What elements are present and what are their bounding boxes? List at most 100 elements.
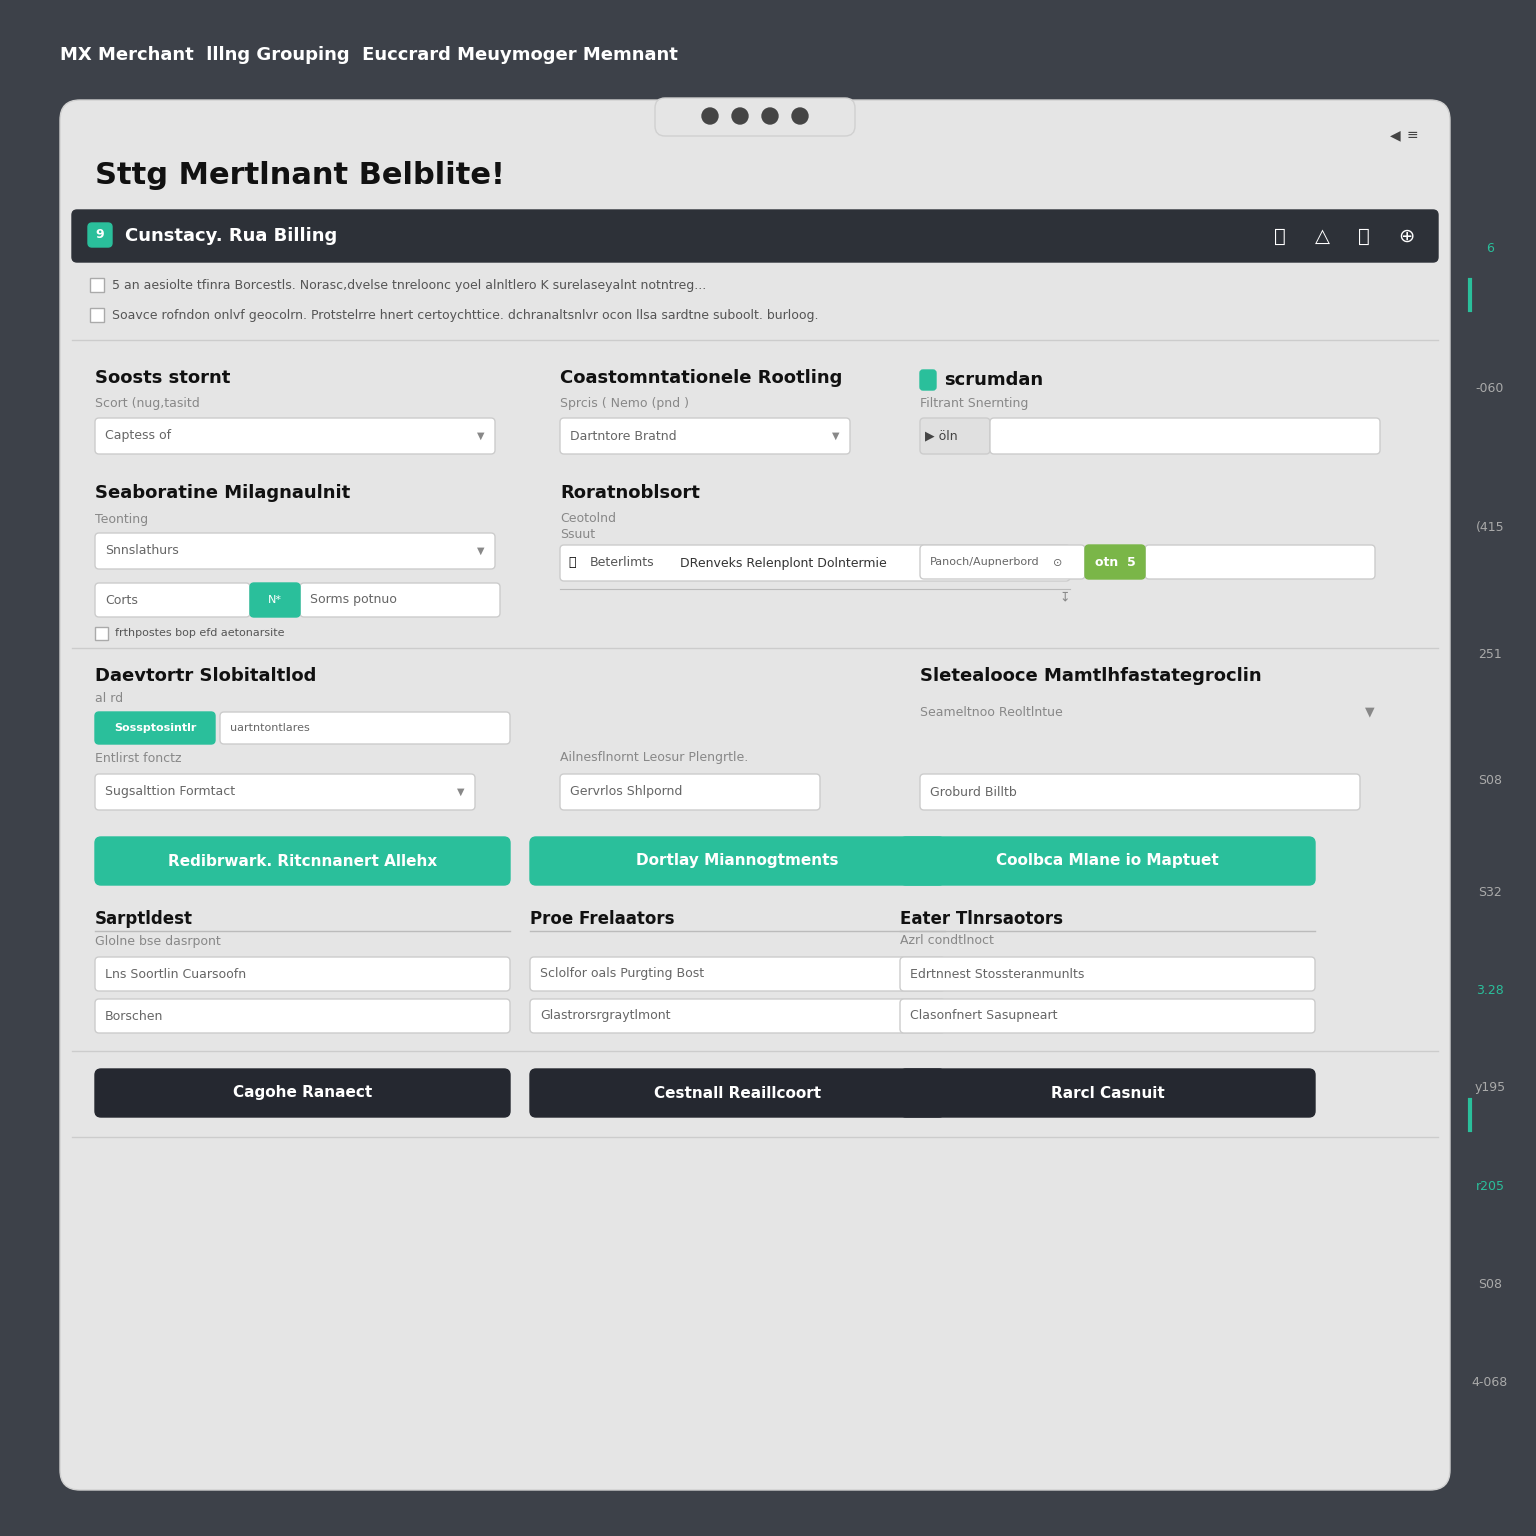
Text: ◀: ◀ xyxy=(1390,127,1401,141)
Text: Clasonfnert Sasupneart: Clasonfnert Sasupneart xyxy=(909,1009,1057,1023)
Text: Sttg Mertlnant Belblite!: Sttg Mertlnant Belblite! xyxy=(95,160,505,189)
Text: ⊕: ⊕ xyxy=(1398,226,1415,246)
FancyBboxPatch shape xyxy=(530,1069,945,1117)
FancyBboxPatch shape xyxy=(220,713,510,743)
Text: Redibrwark. Ritcnnanert Allehx: Redibrwark. Ritcnnanert Allehx xyxy=(167,854,438,868)
FancyBboxPatch shape xyxy=(95,713,215,743)
Text: Snnslathurs: Snnslathurs xyxy=(104,544,178,558)
FancyBboxPatch shape xyxy=(920,545,1084,579)
Text: Ssuut: Ssuut xyxy=(561,528,594,542)
Bar xyxy=(91,309,104,323)
Text: 251: 251 xyxy=(1478,648,1502,660)
Circle shape xyxy=(793,108,808,124)
Text: ▼: ▼ xyxy=(833,432,840,441)
Text: Ceotolnd: Ceotolnd xyxy=(561,513,616,525)
Text: scrumdan: scrumdan xyxy=(945,372,1043,389)
Text: Sorms potnuo: Sorms potnuo xyxy=(310,593,396,607)
FancyBboxPatch shape xyxy=(60,100,1450,1490)
FancyBboxPatch shape xyxy=(1084,545,1144,579)
Text: Beterlimts: Beterlimts xyxy=(590,556,654,570)
Text: S32: S32 xyxy=(1478,885,1502,899)
Text: Soavce rofndon onlvf geocolrn. Protstelrre hnert certoychttice. dchranaltsnlvr o: Soavce rofndon onlvf geocolrn. Protstelr… xyxy=(112,309,819,321)
Text: Sarptldest: Sarptldest xyxy=(95,909,194,928)
FancyBboxPatch shape xyxy=(88,223,112,247)
Text: otn  5: otn 5 xyxy=(1095,556,1135,568)
Text: Cagohe Ranaect: Cagohe Ranaect xyxy=(233,1086,372,1100)
Text: ▼: ▼ xyxy=(458,786,465,797)
FancyBboxPatch shape xyxy=(900,998,1315,1034)
Text: Edrtnnest Stossteranmunlts: Edrtnnest Stossteranmunlts xyxy=(909,968,1084,980)
FancyBboxPatch shape xyxy=(530,837,945,885)
Text: Daevtortr Slobitaltlod: Daevtortr Slobitaltlod xyxy=(95,667,316,685)
FancyBboxPatch shape xyxy=(991,418,1379,455)
FancyBboxPatch shape xyxy=(95,1069,510,1117)
FancyBboxPatch shape xyxy=(95,774,475,809)
Text: 5 an aesiolte tfinra Borcestls. Norasc,dvelse tnreloonc yoel alnltlero K surelas: 5 an aesiolte tfinra Borcestls. Norasc,d… xyxy=(112,278,707,292)
Text: frthpostes bop efd aetonarsite: frthpostes bop efd aetonarsite xyxy=(115,628,284,637)
Text: Scort (nug,tasitd: Scort (nug,tasitd xyxy=(95,398,200,410)
Text: uartntontlares: uartntontlares xyxy=(230,723,310,733)
Text: Gervrlos Shlpornd: Gervrlos Shlpornd xyxy=(570,785,682,799)
Text: MX Merchant  lllng Grouping  Euccrard Meuymoger Memnant: MX Merchant lllng Grouping Euccrard Meuy… xyxy=(60,46,677,65)
Text: Rarcl Casnuit: Rarcl Casnuit xyxy=(1051,1086,1164,1100)
Text: Captess of: Captess of xyxy=(104,430,170,442)
Text: ≡: ≡ xyxy=(1405,127,1418,141)
FancyBboxPatch shape xyxy=(530,957,945,991)
FancyBboxPatch shape xyxy=(561,774,820,809)
FancyBboxPatch shape xyxy=(95,998,510,1034)
Text: Teonting: Teonting xyxy=(95,513,147,525)
Circle shape xyxy=(702,108,717,124)
Bar xyxy=(91,278,104,292)
FancyBboxPatch shape xyxy=(300,584,501,617)
Text: Glolne bse dasrpont: Glolne bse dasrpont xyxy=(95,934,221,948)
FancyBboxPatch shape xyxy=(95,533,495,568)
Text: Sprcis ( Nemo (pnd ): Sprcis ( Nemo (pnd ) xyxy=(561,398,690,410)
Text: N*: N* xyxy=(267,594,283,605)
Text: 9: 9 xyxy=(95,229,104,241)
FancyBboxPatch shape xyxy=(561,418,849,455)
FancyBboxPatch shape xyxy=(250,584,300,617)
Text: Ailnesflnornt Leosur Plengrtle.: Ailnesflnornt Leosur Plengrtle. xyxy=(561,751,748,765)
Text: r205: r205 xyxy=(1476,1180,1504,1192)
Text: Seaboratine Milagnaulnit: Seaboratine Milagnaulnit xyxy=(95,484,350,502)
Text: 3.28: 3.28 xyxy=(1476,983,1504,997)
Text: Corts: Corts xyxy=(104,593,138,607)
Text: Groburd Billtb: Groburd Billtb xyxy=(929,785,1017,799)
FancyBboxPatch shape xyxy=(72,210,1438,263)
FancyBboxPatch shape xyxy=(920,774,1359,809)
FancyBboxPatch shape xyxy=(920,370,935,390)
Text: -060: -060 xyxy=(1476,381,1504,395)
Text: Cestnall Reaillcoort: Cestnall Reaillcoort xyxy=(654,1086,822,1100)
Text: Proe Frelaators: Proe Frelaators xyxy=(530,909,674,928)
Text: ▶ öln: ▶ öln xyxy=(925,430,957,442)
Text: ▼: ▼ xyxy=(1366,705,1375,719)
Text: 6: 6 xyxy=(1485,241,1495,255)
Text: Lns Soortlin Cuarsoofn: Lns Soortlin Cuarsoofn xyxy=(104,968,246,980)
Text: ↧: ↧ xyxy=(1060,590,1071,604)
Text: Soosts stornt: Soosts stornt xyxy=(95,369,230,387)
FancyBboxPatch shape xyxy=(561,545,1071,581)
Text: 4-068: 4-068 xyxy=(1471,1376,1508,1389)
Text: Filtrant Snernting: Filtrant Snernting xyxy=(920,398,1029,410)
Text: Entlirst fonctz: Entlirst fonctz xyxy=(95,751,181,765)
Text: ⌕: ⌕ xyxy=(1275,226,1286,246)
Text: 📌: 📌 xyxy=(568,556,576,570)
FancyBboxPatch shape xyxy=(95,837,510,885)
FancyBboxPatch shape xyxy=(530,998,945,1034)
FancyBboxPatch shape xyxy=(900,837,1315,885)
Text: Sugsalttion Formtact: Sugsalttion Formtact xyxy=(104,785,235,799)
Text: Sclolfor oals Purgting Bost: Sclolfor oals Purgting Bost xyxy=(541,968,703,980)
Text: Dartntore Bratnd: Dartntore Bratnd xyxy=(570,430,677,442)
Bar xyxy=(95,627,108,641)
Text: DRenveks Relenplont Dolntermie: DRenveks Relenplont Dolntermie xyxy=(680,556,886,570)
Text: Eater Tlnrsaotors: Eater Tlnrsaotors xyxy=(900,909,1063,928)
Text: S08: S08 xyxy=(1478,1278,1502,1290)
Text: Glastrorsrgraytlmont: Glastrorsrgraytlmont xyxy=(541,1009,671,1023)
Text: Seameltnoo Reoltlntue: Seameltnoo Reoltlntue xyxy=(920,705,1063,719)
FancyBboxPatch shape xyxy=(95,418,495,455)
Text: △: △ xyxy=(1315,226,1330,246)
Text: Cunstacy. Rua Billing: Cunstacy. Rua Billing xyxy=(124,227,338,246)
FancyBboxPatch shape xyxy=(95,957,510,991)
Text: Borschen: Borschen xyxy=(104,1009,163,1023)
Text: ▼: ▼ xyxy=(478,432,485,441)
